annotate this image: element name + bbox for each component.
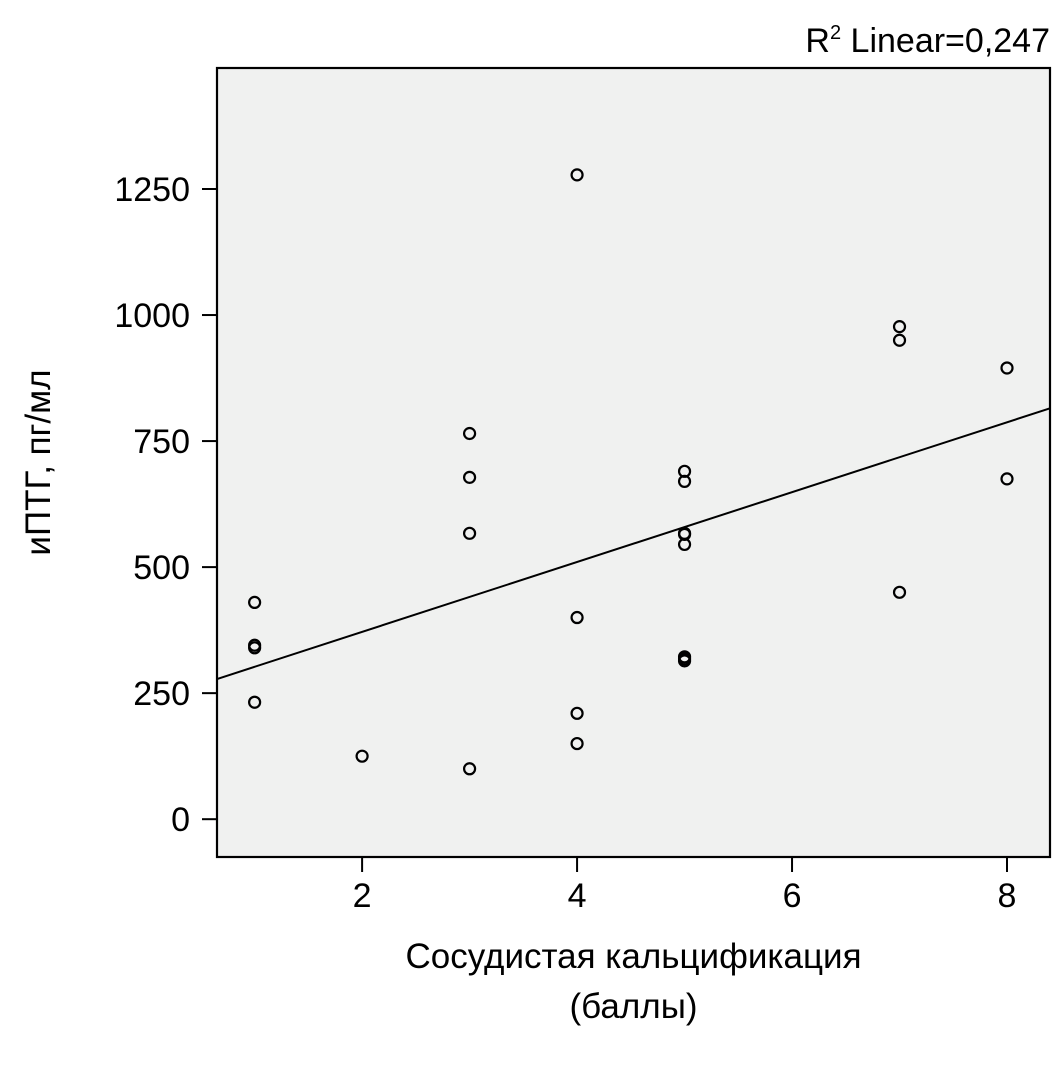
r-squared-label: R2 Linear=0,247 xyxy=(805,22,1050,60)
data-point xyxy=(462,426,477,441)
data-point xyxy=(677,654,692,668)
data-point xyxy=(248,641,262,655)
plot-area xyxy=(215,66,1052,859)
y-tick-label: 1000 xyxy=(114,297,190,335)
data-point xyxy=(355,749,369,763)
y-tick-label: 250 xyxy=(133,675,190,713)
data-point xyxy=(677,537,692,552)
data-point xyxy=(570,168,584,182)
data-point xyxy=(462,470,477,484)
x-axis-title-line-1: Сосудистая кальцификация xyxy=(405,937,861,976)
x-tick-label: 4 xyxy=(568,877,587,915)
y-tick-label: 500 xyxy=(133,549,190,587)
data-point xyxy=(462,526,477,540)
data-point xyxy=(892,585,907,599)
x-axis: 2 4 6 8 xyxy=(353,857,1017,915)
x-tick-label: 6 xyxy=(783,877,802,915)
regression-line xyxy=(216,407,1051,680)
r-squared-prefix: R xyxy=(805,22,830,60)
data-point xyxy=(1000,472,1014,486)
y-tick-label: 1250 xyxy=(114,171,190,209)
data-point xyxy=(570,706,584,720)
x-tick-label: 8 xyxy=(998,877,1017,915)
y-tick-label: 750 xyxy=(133,423,190,461)
data-points xyxy=(248,168,1014,776)
r-squared-value: Linear=0,247 xyxy=(841,22,1050,60)
data-point xyxy=(570,736,584,751)
data-point xyxy=(570,610,584,625)
x-axis-title-line-2: (баллы) xyxy=(569,987,697,1026)
y-tick-label: 0 xyxy=(171,801,190,839)
data-point xyxy=(248,695,262,709)
x-tick-label: 2 xyxy=(353,877,372,915)
y-axis-title: иПТГ, пг/мл xyxy=(19,369,58,555)
data-point xyxy=(892,333,907,347)
data-point xyxy=(1000,361,1014,375)
data-point xyxy=(462,762,477,776)
data-point xyxy=(248,595,262,610)
r-squared-superscript: 2 xyxy=(830,22,841,44)
data-point xyxy=(677,474,692,489)
data-point xyxy=(892,320,907,334)
y-axis: 0 250 500 750 1000 1250 xyxy=(114,171,217,839)
